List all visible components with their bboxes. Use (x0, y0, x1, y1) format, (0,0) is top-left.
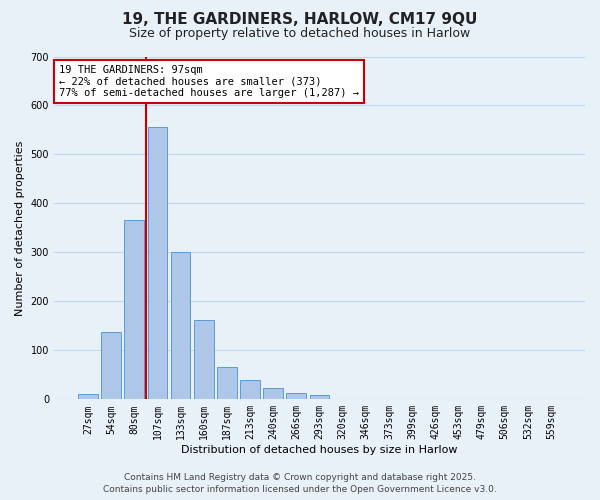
Bar (124, 220, 144, 400)
Bar (310, 396, 329, 400)
Bar (263, 388, 283, 400)
Bar (78, 394, 98, 400)
Bar (286, 393, 306, 400)
Text: Contains HM Land Registry data © Crown copyright and database right 2025.
Contai: Contains HM Land Registry data © Crown c… (103, 472, 497, 494)
Bar (170, 252, 190, 400)
Bar (217, 368, 236, 400)
Text: 19 THE GARDINERS: 97sqm
← 22% of detached houses are smaller (373)
77% of semi-d: 19 THE GARDINERS: 97sqm ← 22% of detache… (59, 65, 359, 98)
Bar (148, 126, 167, 400)
Text: Size of property relative to detached houses in Harlow: Size of property relative to detached ho… (130, 28, 470, 40)
Bar (194, 320, 214, 400)
Bar (101, 332, 121, 400)
Text: 19, THE GARDINERS, HARLOW, CM17 9QU: 19, THE GARDINERS, HARLOW, CM17 9QU (122, 12, 478, 28)
Y-axis label: Number of detached properties: Number of detached properties (15, 140, 25, 316)
X-axis label: Distribution of detached houses by size in Harlow: Distribution of detached houses by size … (181, 445, 458, 455)
Bar (240, 380, 260, 400)
